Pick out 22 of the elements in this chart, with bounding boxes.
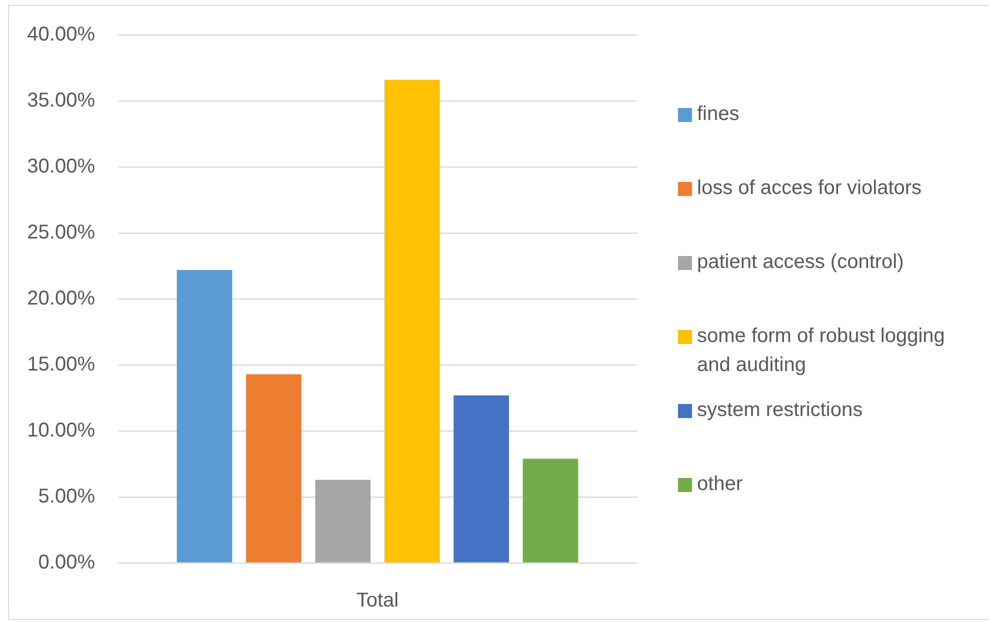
bar [522, 458, 578, 562]
y-tick-label: 40.00% [27, 24, 96, 46]
y-tick-label: 25.00% [27, 222, 96, 244]
bar [315, 480, 371, 562]
legend-label: system restrictions [697, 398, 864, 423]
bar [246, 374, 302, 562]
bar [176, 270, 232, 562]
y-tick-label: 20.00% [27, 288, 96, 310]
legend-label: fines [697, 102, 740, 127]
y-tick-label: 30.00% [27, 156, 96, 178]
legend-label: some form of robust logging and auditing [697, 324, 946, 378]
y-tick-label: 15.00% [27, 354, 96, 376]
y-tick-label: 10.00% [27, 420, 96, 442]
y-tick-label: 35.00% [27, 90, 96, 112]
bar [454, 395, 509, 562]
y-tick-label: 0.00% [38, 552, 96, 574]
legend-label: patient access (control) [697, 250, 905, 275]
bar [384, 80, 440, 562]
legend-label: loss of acces for violators [697, 176, 923, 201]
y-tick-label: 5.00% [38, 486, 96, 508]
x-tick-label: Total [356, 590, 399, 612]
legend-label: other [697, 472, 744, 497]
